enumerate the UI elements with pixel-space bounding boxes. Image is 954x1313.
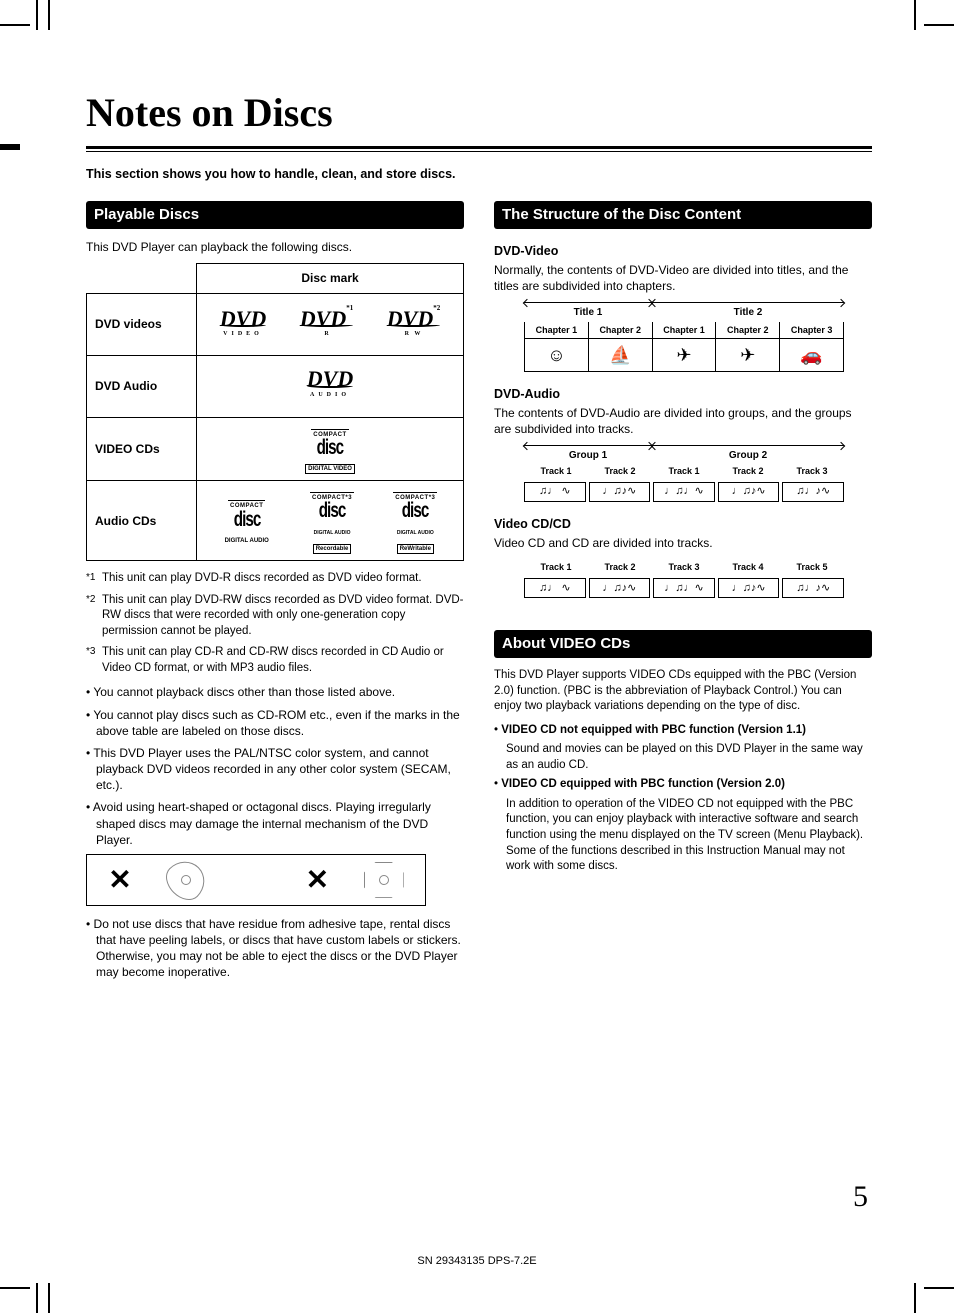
x-icon: ✕ (108, 861, 131, 899)
vcd-item-2: • VIDEO CD equipped with PBC function (V… (494, 777, 872, 793)
music-icon: ♩♫♪∿ (589, 578, 651, 598)
title-2: Title 2 (652, 302, 844, 320)
dvd-rw-logo: DVD*2R W (387, 312, 440, 337)
heart-disc-icon (160, 853, 214, 907)
vcd-sub-1: Sound and movies can be played on this D… (494, 742, 872, 773)
vcd-cd-diagram: Track 1 Track 2 Track 3 Track 4 Track 5 … (524, 559, 844, 598)
notes-list-a: You cannot playback discs other than tho… (86, 684, 464, 848)
octagon-disc-icon (364, 862, 404, 898)
note-3: This DVD Player uses the PAL/NTSC color … (86, 745, 464, 794)
note-1: You cannot playback discs other than tho… (86, 684, 464, 700)
group-2: Group 2 (652, 445, 844, 463)
bad-shapes-diagram: ✕ ✕ (86, 854, 426, 906)
track-label: Track 3 (780, 463, 844, 479)
dvd-audio-logo: DVDAUDIO (307, 372, 353, 397)
note-4: Avoid using heart-shaped or octagonal di… (86, 799, 464, 848)
row-video-cds: VIDEO CDs (87, 417, 197, 481)
music-icon: ♩♫♪∿ (589, 482, 651, 502)
playable-discs-header: Playable Discs (86, 201, 464, 229)
about-vcd-intro: This DVD Player supports VIDEO CDs equip… (494, 668, 872, 715)
scene-icon: 🚗 (780, 339, 843, 371)
about-vcd-header: About VIDEO CDs (494, 630, 872, 658)
cd-rw-logo: COMPACT*3discDIGITAL AUDIOReWritable (393, 487, 437, 554)
page-number: 5 (853, 1177, 868, 1218)
track-label: Track 1 (524, 559, 588, 575)
scene-icon: ⛵ (589, 339, 653, 371)
vcd-cd-title: Video CD/CD (494, 516, 872, 533)
track-label: Track 2 (588, 463, 652, 479)
scene-icon: ✈ (653, 339, 717, 371)
dvd-video-diagram: Title 1 Title 2 Chapter 1 Chapter 2 Chap… (524, 302, 844, 372)
scene-icon: ☺ (525, 339, 589, 371)
page-content: Notes on Discs This section shows you ho… (86, 86, 872, 987)
playable-intro: This DVD Player can playback the followi… (86, 239, 464, 255)
music-icon: ♫♩ ∿ (524, 578, 586, 598)
dvd-video-marks: DVDVIDEO DVD*1R DVD*2R W (197, 293, 464, 355)
vcd-item-1: • VIDEO CD not equipped with PBC functio… (494, 723, 872, 739)
dvd-video-text: Normally, the contents of DVD-Video are … (494, 262, 872, 294)
intro-text: This section shows you how to handle, cl… (86, 166, 872, 183)
two-columns: Playable Discs This DVD Player can playb… (86, 201, 872, 987)
track-label: Track 5 (780, 559, 844, 575)
dvd-audio-marks: DVDAUDIO (197, 355, 464, 417)
disc-table: Disc mark DVD videos DVDVIDEO DVD*1R DVD… (86, 263, 464, 561)
vcd-cd-text: Video CD and CD are divided into tracks. (494, 535, 872, 551)
music-icon: ♫♩♪∿ (782, 482, 844, 502)
left-column: Playable Discs This DVD Player can playb… (86, 201, 464, 987)
track-label: Track 2 (716, 463, 780, 479)
cd-audio-logo: COMPACTdiscDIGITAL AUDIO (223, 495, 271, 546)
footnote-2: *2This unit can play DVD-RW discs record… (86, 593, 464, 640)
dvd-audio-text: The contents of DVD-Audio are divided in… (494, 405, 872, 437)
track-label: Track 4 (716, 559, 780, 575)
x-icon: ✕ (306, 861, 329, 899)
chapter-label: Chapter 3 (780, 322, 844, 338)
track-label: Track 2 (588, 559, 652, 575)
track-label: Track 1 (652, 463, 716, 479)
music-icon: ♩♫♩∿ (653, 482, 715, 502)
title-rule (86, 146, 872, 152)
music-icon: ♩♫♪∿ (718, 482, 780, 502)
footnotes: *1This unit can play DVD-R discs recorde… (86, 571, 464, 676)
structure-header: The Structure of the Disc Content (494, 201, 872, 229)
footnote-1: *1This unit can play DVD-R discs recorde… (86, 571, 464, 587)
audio-cd-marks: COMPACTdiscDIGITAL AUDIO COMPACT*3discDI… (197, 481, 464, 561)
row-dvd-audio: DVD Audio (87, 355, 197, 417)
notes-list-b: Do not use discs that have residue from … (86, 916, 464, 981)
dvd-r-logo: DVD*1R (300, 312, 353, 337)
track-label: Track 1 (524, 463, 588, 479)
vcd-marks: COMPACTdiscDIGITAL VIDEO (197, 417, 464, 481)
vcd-sub-2: In addition to operation of the VIDEO CD… (494, 797, 872, 875)
dvd-video-logo: DVDVIDEO (220, 312, 266, 337)
page-title: Notes on Discs (86, 86, 872, 140)
chapter-label: Chapter 2 (716, 322, 780, 338)
dvd-audio-title: DVD-Audio (494, 386, 872, 403)
right-column: The Structure of the Disc Content DVD-Vi… (494, 201, 872, 987)
music-icon: ♩♫♩∿ (653, 578, 715, 598)
dvd-audio-diagram: Group 1 Group 2 Track 1 Track 2 Track 1 … (524, 445, 844, 502)
track-label: Track 3 (652, 559, 716, 575)
title-1: Title 1 (524, 302, 652, 320)
music-icon: ♩♫♪∿ (718, 578, 780, 598)
note-2: You cannot play discs such as CD-ROM etc… (86, 707, 464, 739)
group-1: Group 1 (524, 445, 652, 463)
cd-video-logo: COMPACTdiscDIGITAL VIDEO (305, 424, 355, 475)
row-dvd-videos: DVD videos (87, 293, 197, 355)
note-5: Do not use discs that have residue from … (86, 916, 464, 981)
dvd-video-title: DVD-Video (494, 243, 872, 260)
disc-mark-header: Disc mark (197, 264, 464, 293)
scene-icon: ✈ (716, 339, 780, 371)
chapter-label: Chapter 2 (589, 322, 653, 338)
cd-r-logo: COMPACT*3discDIGITAL AUDIORecordable (310, 487, 354, 554)
chapter-label: Chapter 1 (653, 322, 717, 338)
chapter-label: Chapter 1 (524, 322, 589, 338)
row-audio-cds: Audio CDs (87, 481, 197, 561)
music-icon: ♫♩♪∿ (782, 578, 844, 598)
footer-text: SN 29343135 DPS-7.2E (0, 1254, 954, 1269)
music-icon: ♫♩ ∿ (524, 482, 586, 502)
about-vcd-list: • VIDEO CD not equipped with PBC functio… (494, 723, 872, 875)
footnote-3: *3This unit can play CD-R and CD-RW disc… (86, 645, 464, 676)
